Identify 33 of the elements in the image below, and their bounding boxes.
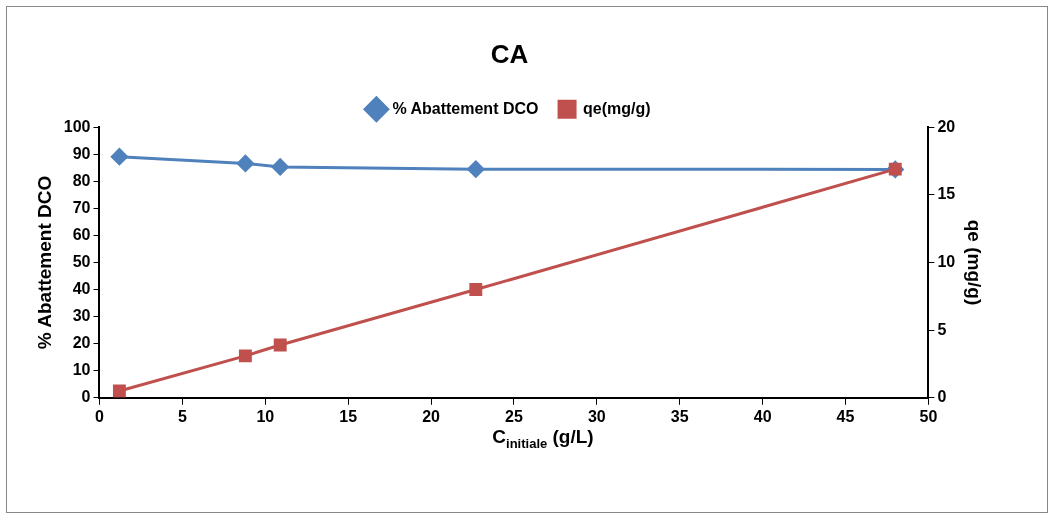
legend-label: qe(mg/g) <box>583 99 651 117</box>
x-tick-label: 50 <box>919 407 938 425</box>
y-tick-label: 70 <box>72 198 91 216</box>
y-tick-label: 100 <box>63 117 91 135</box>
y-axis-title: % Abattement DCO <box>33 175 55 350</box>
x-tick-label: 40 <box>753 407 772 425</box>
y2-tick-label: 5 <box>937 320 947 338</box>
y2-tick-label: 10 <box>937 252 956 270</box>
y-tick-label: 30 <box>72 307 91 325</box>
y-tick-label: 80 <box>72 171 91 189</box>
x-tick-label: 0 <box>95 407 105 425</box>
x-tick-label: 25 <box>505 407 523 425</box>
y-tick-label: 0 <box>81 388 91 406</box>
x-axis-title: C$_{initiale}$ (g/L) <box>491 426 595 451</box>
y2-tick-label: 0 <box>937 388 947 406</box>
x-tick-label: 35 <box>670 407 689 425</box>
y-tick-label: 90 <box>72 144 91 162</box>
x-tick-label: 5 <box>177 407 187 425</box>
y2-tick-label: 15 <box>937 185 956 203</box>
y-tick-label: 60 <box>72 225 91 243</box>
y2-tick-label: 20 <box>937 117 956 135</box>
x-tick-label: 30 <box>587 407 606 425</box>
y-tick-label: 40 <box>72 279 91 297</box>
x-tick-label: 10 <box>256 407 275 425</box>
x-tick-label: 15 <box>339 407 358 425</box>
chart-title: CA <box>490 38 529 69</box>
y2-axis-title: qe (mg/g) <box>964 219 986 306</box>
legend-label: % Abattement DCO <box>392 99 539 117</box>
y-tick-label: 20 <box>72 334 91 352</box>
x-tick-label: 20 <box>422 407 441 425</box>
y-tick-label: 10 <box>72 361 91 379</box>
x-tick-label: 45 <box>836 407 855 425</box>
y-tick-label: 50 <box>72 252 91 270</box>
